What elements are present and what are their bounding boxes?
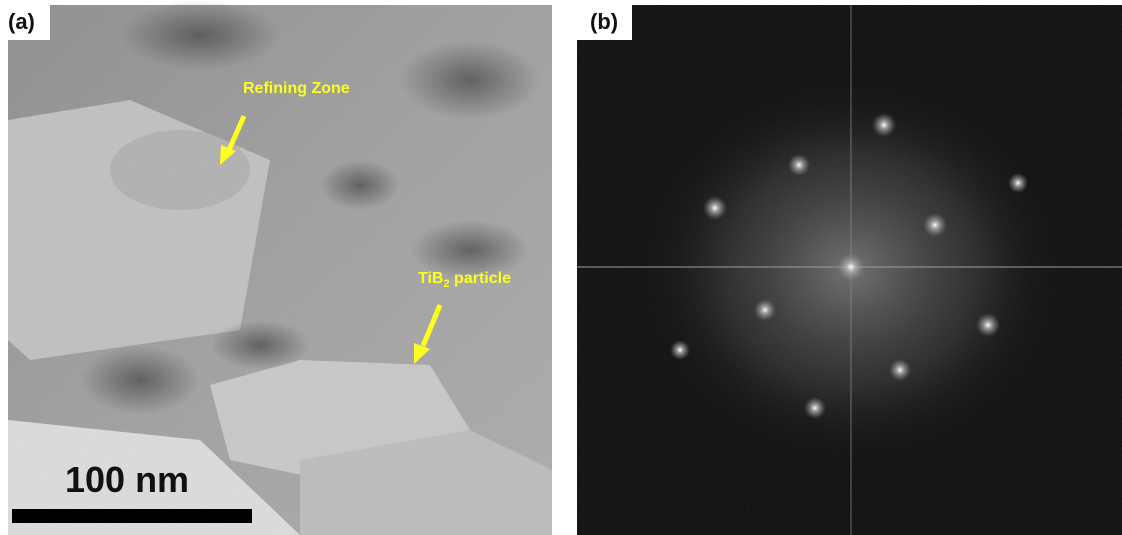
diffraction-spot [754, 299, 776, 321]
diffraction-spot [804, 397, 826, 419]
panel-label: (b) [590, 9, 618, 34]
diffraction-spot [889, 359, 911, 381]
panel-label: (a) [8, 9, 35, 34]
diffraction-spot [670, 340, 690, 360]
diffraction-spot [788, 154, 810, 176]
diffraction-spot [837, 253, 865, 281]
annotation-main: TiB [418, 270, 443, 287]
diffraction-spot [872, 113, 896, 137]
diffraction-spot [1008, 173, 1028, 193]
annotation-rest: particle [450, 270, 511, 287]
fft-image [577, 5, 1122, 535]
figure: (a) Refining Zone TiB2 particle 100 nm (… [0, 0, 1122, 535]
annotation: Refining Zone [243, 80, 350, 97]
diffraction-spot [976, 313, 1000, 337]
diffraction-spot [703, 196, 727, 220]
diffraction-spot [923, 213, 947, 237]
scale-bar-label: 100 nm [65, 459, 189, 500]
scale-bar [12, 509, 252, 523]
